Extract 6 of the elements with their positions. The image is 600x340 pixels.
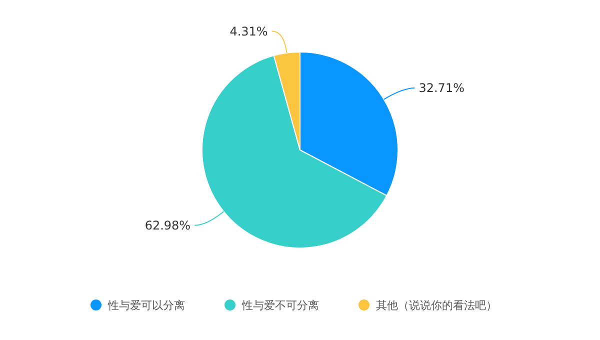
data-label: 32.71% [418, 81, 464, 96]
legend-label: 性与爱可以分离 [107, 298, 185, 312]
data-label: 62.98% [144, 218, 191, 233]
legend-label: 其他（说说你的看法吧） [376, 298, 497, 312]
data-label: 4.31% [230, 24, 268, 38]
legend-label: 性与爱不可分离 [241, 298, 319, 312]
